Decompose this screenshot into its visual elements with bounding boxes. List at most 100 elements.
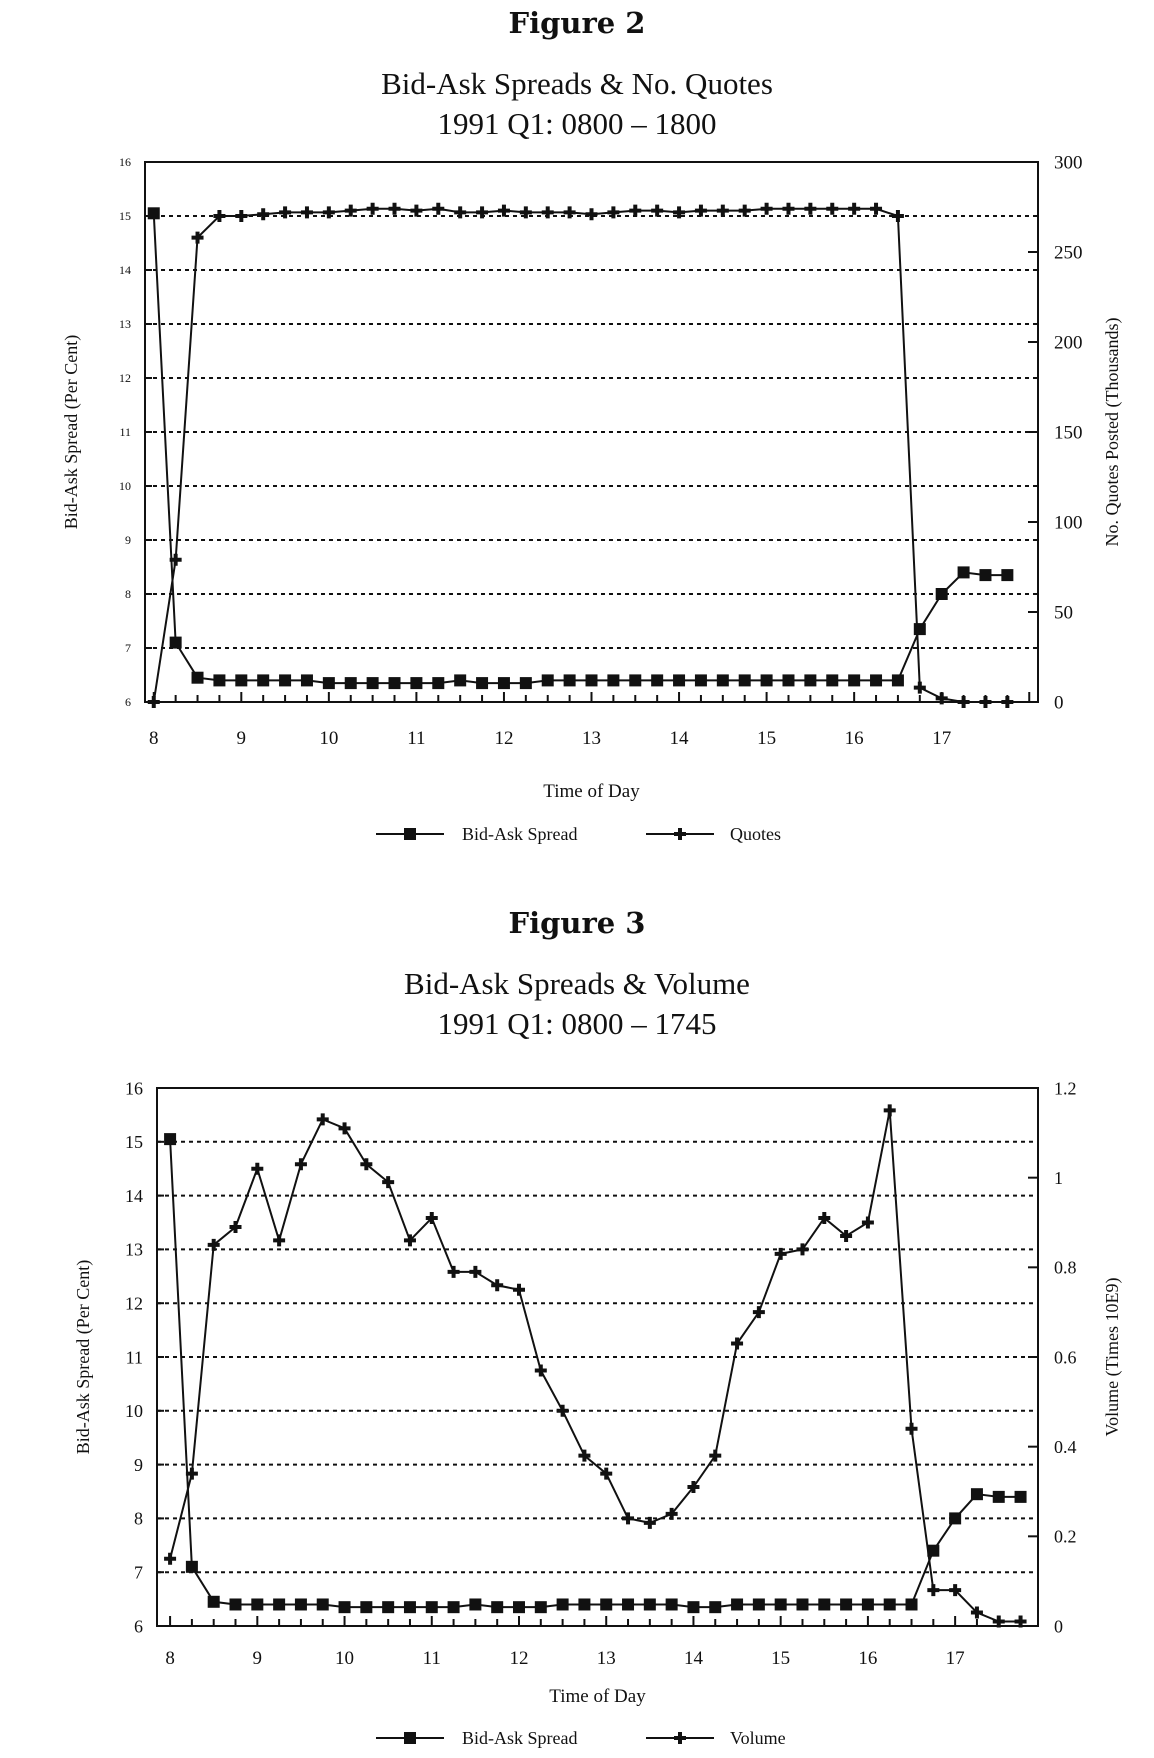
data-point-square xyxy=(366,677,379,690)
right-axis-title: Volume (Times 10E9) xyxy=(1102,1277,1123,1436)
right-axis-tick-label: 0 xyxy=(1054,693,1064,714)
data-point-square xyxy=(403,1601,416,1614)
data-point-plus xyxy=(752,1306,765,1319)
data-point-plus xyxy=(235,210,248,222)
x-axis-tick-label: 9 xyxy=(237,728,247,749)
data-point-square xyxy=(578,1598,591,1611)
data-point-square xyxy=(651,674,664,687)
left-axis-tick-label: 16 xyxy=(119,155,131,169)
data-point-square xyxy=(279,674,292,687)
data-point-plus xyxy=(294,1158,307,1171)
right-axis-tick-label: 0.2 xyxy=(1054,1527,1077,1547)
left-axis-tick-label: 13 xyxy=(125,1240,143,1260)
data-point-square xyxy=(273,1598,286,1611)
data-point-square xyxy=(229,1598,242,1611)
data-point-square xyxy=(169,636,182,649)
data-point-plus xyxy=(491,1279,504,1292)
data-point-plus xyxy=(229,1220,242,1233)
data-point-square xyxy=(687,1601,700,1614)
data-point-plus xyxy=(891,210,904,222)
data-point-square xyxy=(191,671,204,684)
data-point-plus xyxy=(782,202,795,215)
right-axis-tick-label: 200 xyxy=(1054,333,1083,354)
x-axis-tick-label: 15 xyxy=(757,728,776,749)
data-point-square xyxy=(491,1601,504,1614)
data-point-square xyxy=(840,1598,853,1611)
legend-item-bid-ask-spread: Bid-Ask Spread xyxy=(376,1728,578,1748)
data-point-square xyxy=(519,677,532,690)
legend-item-quotes: Quotes xyxy=(646,824,781,844)
data-point-plus xyxy=(497,204,510,217)
data-point-plus xyxy=(651,204,664,217)
data-point-square xyxy=(322,677,335,690)
x-axis-tick-label: 17 xyxy=(932,728,951,749)
data-point-square xyxy=(927,1544,940,1557)
data-point-square xyxy=(294,1598,307,1611)
data-point-square xyxy=(497,677,510,690)
x-axis-tick-label: 14 xyxy=(670,728,690,749)
data-point-square xyxy=(848,674,861,687)
left-axis-tick-label: 10 xyxy=(125,1401,143,1421)
data-point-plus xyxy=(382,1176,395,1189)
data-point-plus xyxy=(432,202,445,215)
left-axis-tick-label: 11 xyxy=(119,425,131,439)
left-axis-tick-label: 14 xyxy=(125,1186,143,1206)
data-point-square xyxy=(476,677,489,690)
data-point-plus xyxy=(454,206,467,219)
x-axis-tick-label: 16 xyxy=(845,728,864,749)
left-axis-tick-label: 13 xyxy=(119,317,131,331)
figure-3-label: Figure 3 xyxy=(508,906,646,940)
right-axis-tick-label: 0.8 xyxy=(1054,1258,1077,1278)
data-point-square xyxy=(425,1601,438,1614)
data-point-plus xyxy=(935,692,948,705)
x-axis-tick-label: 11 xyxy=(407,728,425,749)
data-point-plus xyxy=(360,1158,373,1171)
data-point-square xyxy=(147,207,160,220)
data-point-square xyxy=(665,1598,678,1611)
x-axis-tick-label: 8 xyxy=(149,728,159,749)
data-point-plus xyxy=(257,208,270,221)
left-axis-title: Bid-Ask Spread (Per Cent) xyxy=(73,1260,94,1454)
right-axis-title: No. Quotes Posted (Thousands) xyxy=(1102,318,1123,547)
data-point-square xyxy=(360,1601,373,1614)
data-point-square xyxy=(512,1601,525,1614)
left-axis-tick-label: 6 xyxy=(134,1616,143,1636)
left-axis-tick-label: 15 xyxy=(125,1132,143,1152)
legend-item-volume: Volume xyxy=(646,1728,786,1748)
data-point-square xyxy=(454,674,467,687)
data-point-square xyxy=(643,1598,656,1611)
data-point-square xyxy=(738,674,751,687)
left-axis-title: Bid-Ask Spread (Per Cent) xyxy=(61,335,82,529)
data-point-plus xyxy=(796,1243,809,1256)
x-axis-tick-label: 13 xyxy=(597,1648,616,1669)
data-point-plus xyxy=(185,1467,198,1480)
data-point-square xyxy=(447,1601,460,1614)
data-point-plus xyxy=(169,553,182,566)
left-axis-tick-label: 7 xyxy=(125,641,131,655)
data-point-square xyxy=(235,674,248,687)
figure-3-subtitle: 1991 Q1: 0800 – 1745 xyxy=(437,1006,717,1041)
data-point-square xyxy=(556,1598,569,1611)
data-point-square xyxy=(1001,569,1014,582)
data-point-square xyxy=(213,674,226,687)
data-point-square xyxy=(935,588,948,600)
legend-label: Quotes xyxy=(730,824,781,844)
data-point-plus xyxy=(883,1104,896,1117)
data-point-plus xyxy=(191,231,204,244)
x-axis-tick-label: 15 xyxy=(771,1648,790,1669)
legend-label: Bid-Ask Spread xyxy=(462,824,578,844)
data-point-plus xyxy=(207,1238,220,1251)
data-point-square xyxy=(673,674,686,687)
figure-3-title: Bid-Ask Spreads & Volume xyxy=(404,966,750,1001)
data-point-plus xyxy=(804,202,817,215)
data-point-square xyxy=(404,1732,416,1744)
data-point-square xyxy=(338,1601,351,1614)
right-axis-tick-label: 150 xyxy=(1054,423,1083,444)
x-axis-tick-label: 11 xyxy=(423,1648,441,1669)
data-point-square xyxy=(891,674,904,687)
data-point-square xyxy=(207,1595,220,1608)
data-point-plus xyxy=(1014,1615,1027,1628)
figure-2-subtitle: 1991 Q1: 0800 – 1800 xyxy=(437,106,717,141)
legend-label: Bid-Ask Spread xyxy=(462,1728,578,1748)
